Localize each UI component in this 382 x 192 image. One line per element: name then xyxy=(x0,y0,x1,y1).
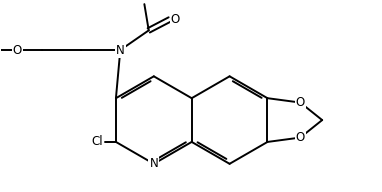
Text: N: N xyxy=(116,44,125,57)
Text: Cl: Cl xyxy=(92,135,104,148)
Text: N: N xyxy=(149,157,158,170)
Text: O: O xyxy=(296,131,305,144)
Text: O: O xyxy=(13,44,22,57)
Text: O: O xyxy=(296,96,305,109)
Text: O: O xyxy=(171,13,180,26)
